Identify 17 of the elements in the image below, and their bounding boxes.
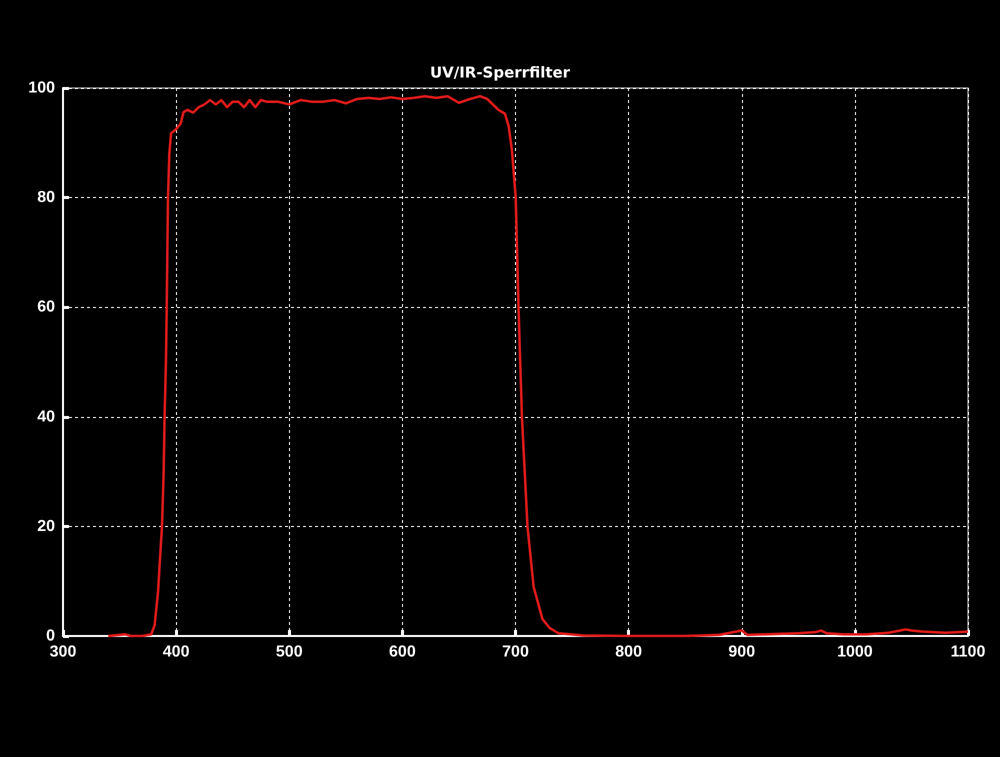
x-tick-label: 1100 — [950, 644, 986, 660]
line-series — [107, 94, 970, 638]
y-tick-label: 0 — [46, 628, 56, 644]
x-tick-label: 400 — [162, 644, 190, 660]
x-tick-label: 600 — [389, 644, 416, 660]
y-tick-label: 80 — [37, 189, 56, 206]
x-tick-label: 300 — [50, 644, 76, 660]
x-tick-label: 900 — [728, 644, 756, 660]
x-tick-label: 700 — [502, 644, 529, 660]
x-tick-label: 1000 — [837, 644, 873, 660]
x-tick-label: 800 — [615, 644, 642, 660]
y-tick-label: 100 — [28, 80, 56, 96]
chart-title: UV/IR-Sperrfilter — [430, 64, 571, 82]
x-tick-label: 500 — [276, 644, 303, 660]
y-tick-label: 40 — [37, 408, 56, 426]
y-tick-label: 20 — [37, 518, 56, 535]
y-tick-label: 60 — [37, 298, 56, 316]
